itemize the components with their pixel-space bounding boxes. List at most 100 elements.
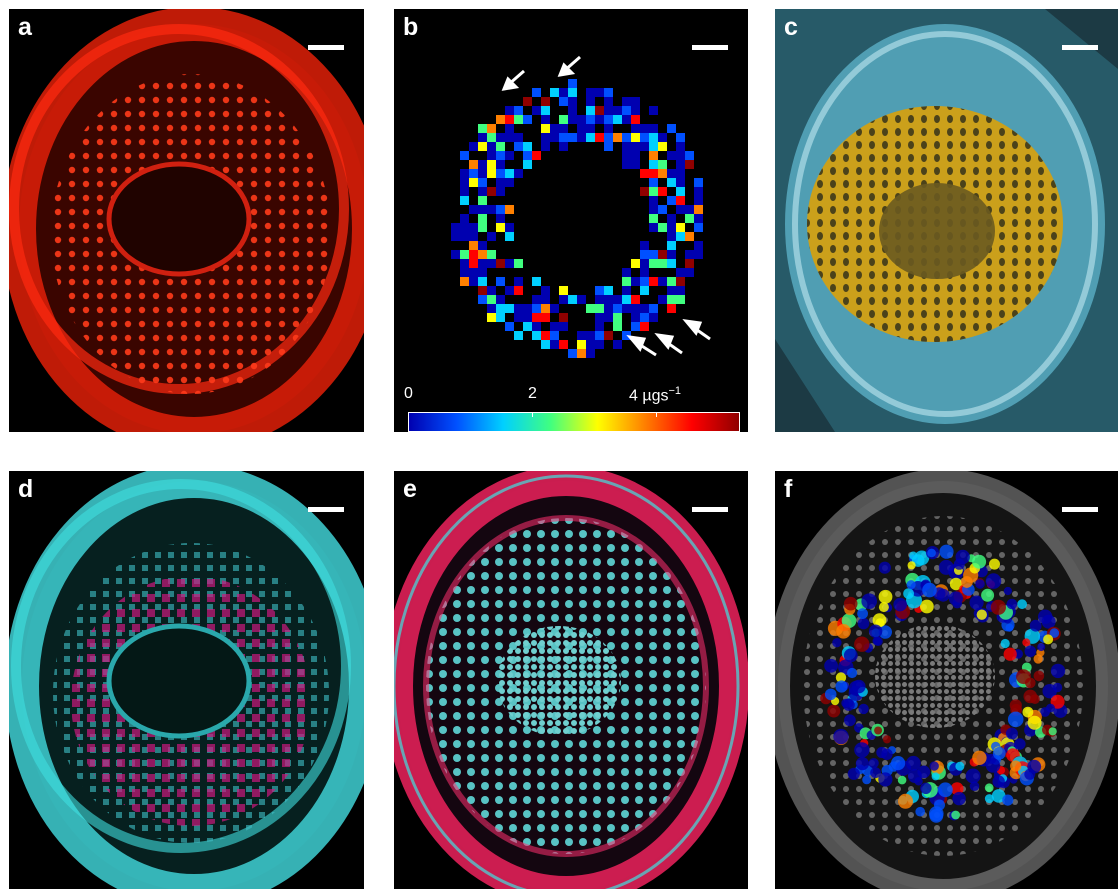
heat-overlay-spot: [984, 783, 994, 793]
heatmap-pixel: [622, 304, 631, 313]
panel-label: c: [784, 13, 798, 41]
heatmap-pixel: [541, 115, 550, 124]
heatmap-pixel: [676, 295, 685, 304]
heat-overlay-spot: [989, 558, 1000, 570]
heat-overlay-spot: [938, 559, 954, 575]
heatmap-pixel: [496, 295, 505, 304]
heat-overlay-spot: [1024, 768, 1036, 780]
heatmap-pixel: [541, 133, 550, 142]
heatmap-pixel: [469, 250, 478, 259]
heatmap-pixel: [649, 259, 658, 268]
heatmap-pixel: [658, 133, 667, 142]
heatmap-pixel: [658, 205, 667, 214]
heat-overlay-spot: [976, 609, 987, 620]
heatmap-pixel: [514, 115, 523, 124]
heatmap-pixel: [469, 178, 478, 187]
heat-overlay-spot: [854, 742, 870, 758]
heatmap-pixel: [613, 106, 622, 115]
heatmap-pixel: [622, 277, 631, 286]
heatmap-pixel: [505, 178, 514, 187]
colorbar-tick: [532, 412, 533, 417]
heatmap-pixel: [676, 286, 685, 295]
heatmap-pixel: [649, 214, 658, 223]
heatmap-pixel: [694, 223, 703, 232]
heatmap-pixel: [469, 259, 478, 268]
heat-overlay-spot: [1046, 703, 1055, 713]
heatmap-pixel: [658, 142, 667, 151]
heatmap-pixel: [595, 286, 604, 295]
heatmap-pixel: [631, 115, 640, 124]
heatmap-pixel: [613, 295, 622, 304]
heatmap-pixel: [559, 88, 568, 97]
heatmap-pixel: [649, 277, 658, 286]
heatmap-pixel: [523, 115, 532, 124]
heatmap-pixel: [658, 250, 667, 259]
heatmap-pixel: [559, 124, 568, 133]
heat-overlay-spot: [842, 698, 855, 711]
heat-overlay-spot: [920, 782, 932, 794]
heatmap-pixel: [541, 124, 550, 133]
heatmap-pixel: [604, 124, 613, 133]
heatmap-pixel: [685, 160, 694, 169]
heatmap-pixel: [613, 322, 622, 331]
heatmap-pixel: [604, 115, 613, 124]
heat-overlay-spot: [868, 758, 879, 769]
heatmap-pixel: [667, 169, 676, 178]
heatmap-pixel: [478, 241, 487, 250]
heatmap-pixel: [550, 304, 559, 313]
heat-overlay-spot: [984, 794, 994, 804]
heatmap-pixel: [676, 178, 685, 187]
heatmap-pixel: [631, 133, 640, 142]
heatmap-pixel: [550, 340, 559, 349]
heatmap-pixel: [631, 142, 640, 151]
heatmap-pixel: [532, 322, 541, 331]
heatmap-pixel: [523, 160, 532, 169]
heatmap-pixel: [496, 178, 505, 187]
heatmap-pixel: [667, 124, 676, 133]
heatmap-pixel: [532, 331, 541, 340]
heatmap-pixel: [622, 286, 631, 295]
heatmap-pixel: [640, 241, 649, 250]
heat-overlay-spot: [906, 580, 916, 590]
heatmap-pixel: [694, 187, 703, 196]
heat-overlay-spot: [981, 588, 995, 602]
heatmap-pixel: [604, 286, 613, 295]
heat-overlay-spot: [907, 561, 916, 570]
heatmap-pixel: [586, 97, 595, 106]
heatmap-pixel: [478, 277, 487, 286]
heatmap-pixel: [568, 115, 577, 124]
heatmap-pixel: [496, 304, 505, 313]
heatmap-pixel: [685, 205, 694, 214]
heat-overlay-spot: [951, 810, 961, 820]
heat-overlay-spot: [972, 750, 987, 765]
panel-b: b 0 2 4 µgs−1: [394, 9, 748, 432]
heatmap-pixel: [487, 313, 496, 322]
heatmap-pixel: [460, 214, 469, 223]
heat-overlay-spot: [1016, 669, 1031, 684]
heatmap-pixel: [550, 88, 559, 97]
heatmap-pixel: [595, 88, 604, 97]
heatmap-pixel: [649, 160, 658, 169]
heatmap-pixel: [676, 133, 685, 142]
heatmap-pixel: [667, 304, 676, 313]
heatmap-pixel: [613, 313, 622, 322]
heatmap-pixel: [622, 97, 631, 106]
heat-overlay-spot: [862, 775, 872, 785]
heatmap-pixel: [667, 232, 676, 241]
heat-overlay-spot: [952, 791, 966, 806]
heatmap-pixel: [640, 250, 649, 259]
panel-label: e: [403, 475, 417, 503]
heatmap-pixel: [586, 115, 595, 124]
heat-overlay-spot: [878, 772, 893, 787]
heatmap-pixel: [604, 331, 613, 340]
panel-e: e: [394, 471, 748, 889]
heatmap-pixel: [658, 259, 667, 268]
heatmap-pixel: [694, 241, 703, 250]
heatmap-pixel: [478, 160, 487, 169]
heatmap-pixel: [523, 142, 532, 151]
heatmap-pixel: [667, 286, 676, 295]
heat-overlay-spot: [878, 589, 893, 604]
heatmap-pixel: [622, 160, 631, 169]
panel-a: a: [9, 9, 364, 432]
colorbar-gradient: [408, 412, 740, 432]
